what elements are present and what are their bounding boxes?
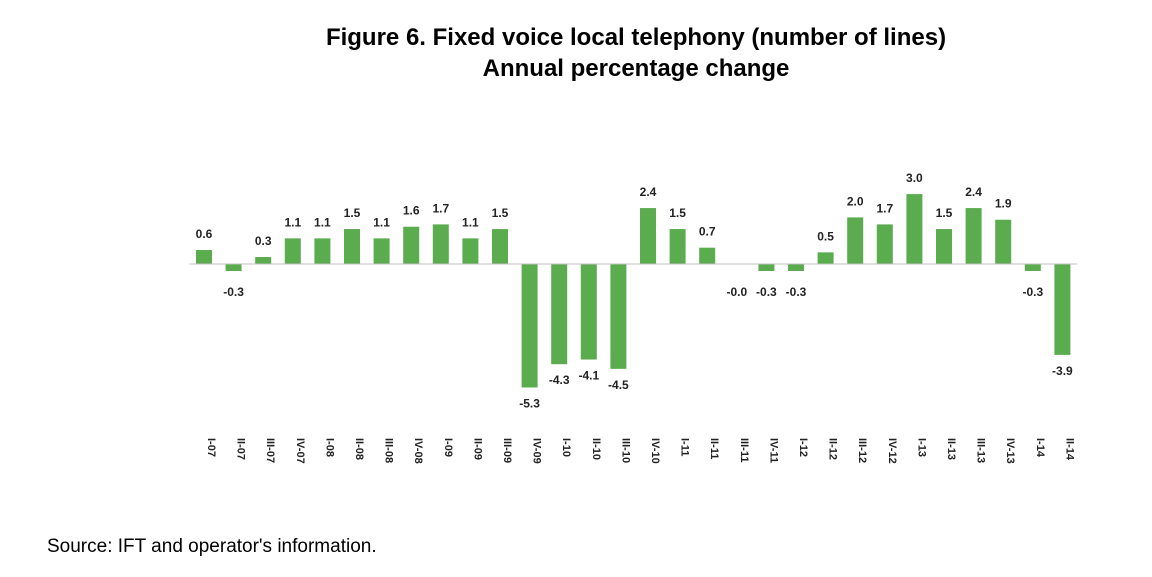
bar-II-08 [344,229,360,264]
category-label-II-10: II-10 [590,438,602,460]
value-label-IV-12: 1.7 [876,201,893,215]
category-label-III-13: III-13 [975,438,987,463]
category-label-I-07: I-07 [205,438,217,457]
category-label-I-09: I-09 [442,438,454,457]
category-label-III-07: III-07 [264,438,276,463]
bar-III-07 [255,257,272,264]
category-label-I-11: I-11 [679,438,691,456]
value-label-I-09: 1.7 [432,201,449,215]
bar-II-12 [817,252,834,264]
category-label-II-13: II-13 [945,438,957,460]
category-label-I-13: I-13 [915,438,927,457]
bar-II-07 [225,264,242,271]
value-label-II-14: -3.9 [1052,364,1073,378]
bar-IV-10 [640,208,656,264]
chart-title-block: Figure 6. Fixed voice local telephony (n… [0,22,1152,84]
category-label-IV-13: IV-13 [1004,438,1016,464]
value-label-III-13: 2.4 [965,185,982,199]
category-labels-group: I-07 II-07 III-07 IV-07 I-08 II-08 III-08 IV-08… [205,438,1075,464]
bar-I-10 [551,264,568,365]
value-label-II-09: 1.1 [462,215,479,229]
category-label-II-07: II-07 [235,438,247,460]
value-label-II-08: 1.5 [344,206,361,220]
bar-I-07 [196,250,212,264]
bar-II-10 [580,264,597,360]
bars-group [196,194,1071,388]
value-label-II-07: -0.3 [223,285,244,299]
category-label-III-08: III-08 [383,438,395,463]
bar-I-12 [788,264,804,271]
value-label-IV-09: -5.3 [519,396,540,410]
category-label-I-10: I-10 [560,438,572,457]
value-label-III-11: -0.0 [726,285,747,299]
bar-IV-07 [284,238,301,264]
value-label-I-10: -4.3 [549,373,570,387]
value-label-I-14: -0.3 [1022,285,1043,299]
bar-III-09 [492,229,508,264]
category-label-IV-12: IV-12 [886,438,898,464]
category-label-III-09: III-09 [501,438,513,463]
bar-IV-13 [995,219,1012,264]
category-label-II-11: II-11 [708,438,720,459]
chart-subtitle: Annual percentage change [482,55,790,82]
bar-I-13 [906,194,923,264]
bar-IV-12 [876,224,893,264]
value-label-I-12: -0.3 [786,285,807,299]
category-label-IV-08: IV-08 [412,438,424,464]
category-label-IV-11: IV-11 [767,438,779,463]
value-labels-group: 0.6 -0.3 0.3 1.1 1.1 1.5 1.1 1.6 1.7 1.1 1.5 -5.3 -4… [196,171,1073,410]
category-label-III-10: III-10 [619,438,631,463]
bar-II-14 [1054,264,1071,355]
category-label-IV-10: IV-10 [649,438,661,464]
value-label-III-10: -4.5 [608,378,629,392]
bar-III-08 [373,238,390,264]
category-label-IV-07: IV-07 [294,438,306,464]
value-label-III-09: 1.5 [492,206,509,220]
bar-I-14 [1024,264,1041,271]
bar-II-09 [462,238,479,264]
bar-IV-09 [521,264,538,388]
chart-title: Figure 6. Fixed voice local telephony (n… [325,24,947,51]
category-label-II-09: II-09 [471,438,483,460]
value-label-I-13: 3.0 [906,171,923,185]
value-label-III-12: 2.0 [847,194,864,208]
bar-III-10 [610,264,627,369]
value-label-II-11: 0.7 [699,225,716,239]
category-label-II-12: II-12 [827,438,839,460]
category-label-I-08: I-08 [323,438,335,457]
value-label-III-08: 1.1 [373,215,390,229]
value-label-II-10: -4.1 [578,369,599,383]
bar-I-11 [669,229,686,264]
category-label-I-12: I-12 [797,438,809,457]
value-label-I-08: 1.1 [314,215,331,229]
bar-I-09 [432,224,449,264]
category-label-II-14: II-14 [1063,438,1075,461]
category-label-III-12: III-12 [856,438,868,463]
category-label-II-08: II-08 [353,438,365,460]
value-label-III-07: 0.3 [255,234,272,248]
value-label-IV-11: -0.3 [756,285,777,299]
value-label-IV-08: 1.6 [403,204,420,218]
value-label-IV-10: 2.4 [640,185,657,199]
value-label-IV-07: 1.1 [284,215,301,229]
value-label-IV-13: 1.9 [995,197,1012,211]
bar-II-13 [936,229,952,264]
bar-III-13 [965,208,982,264]
bar-IV-11 [758,264,775,271]
category-label-III-11: III-11 [738,438,750,462]
category-label-IV-09: IV-09 [531,438,543,464]
bar-II-11 [699,247,716,264]
bar-IV-08 [403,226,420,264]
value-label-II-13: 1.5 [936,206,953,220]
value-label-I-07: 0.6 [196,227,213,241]
bar-I-08 [314,238,331,264]
bar-III-12 [847,217,864,264]
source-note: Source: IFT and operator's information. [47,536,377,557]
value-label-II-12: 0.5 [817,229,834,243]
value-label-I-11: 1.5 [669,206,686,220]
category-label-I-14: I-14 [1034,438,1046,458]
